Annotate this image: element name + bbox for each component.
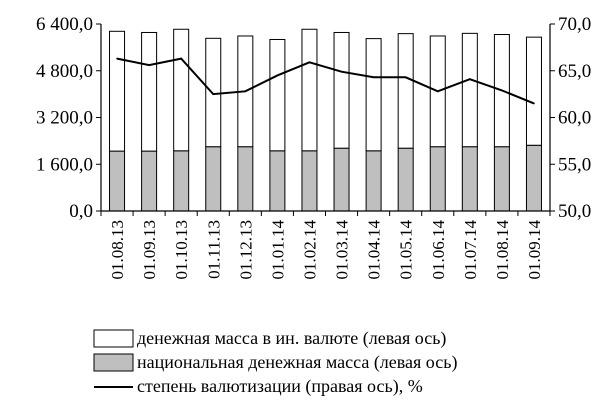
bar-fx-money xyxy=(109,30,126,152)
legend-item-national-money: национальная денежная масса (левая ось) xyxy=(93,352,457,373)
legend-swatch-fx-money xyxy=(93,329,134,348)
bar-national-money xyxy=(141,150,158,212)
bar-national-money xyxy=(525,144,542,212)
plot-area: 0,0 1 600,0 3 200,0 4 800,0 6 400,0 50,0 55,0 6… xyxy=(36,14,591,280)
bar-fx-money xyxy=(173,28,190,152)
bar-national-money xyxy=(109,150,126,212)
legend-label-fx-money: денежная масса в ин. валюте (левая ось) xyxy=(137,328,446,349)
right-tick-label: 55,0 xyxy=(558,154,591,175)
x-tick-label: 01.10.13 xyxy=(172,220,191,280)
left-tick-label: 6 400,0 xyxy=(36,14,93,35)
right-tick-label: 65,0 xyxy=(558,61,591,82)
dollarization-point xyxy=(501,89,503,92)
bar-fx-money xyxy=(269,38,286,152)
x-tick-label: 01.08.13 xyxy=(108,220,127,280)
dollarization-point xyxy=(469,78,471,80)
bar-national-money xyxy=(205,146,222,212)
dollarization-point xyxy=(533,102,535,105)
bar-national-money xyxy=(429,146,446,212)
dollarization-point xyxy=(212,93,215,95)
x-tick-label: 01.08.14 xyxy=(493,219,512,279)
right-tick-label: 60,0 xyxy=(558,108,591,129)
dollarization-point xyxy=(244,90,247,93)
legend-label-dollarization: степень валютизации (правая ось), % xyxy=(137,376,423,397)
left-tick-label: 1 600,0 xyxy=(36,154,93,175)
legend-item-dollarization: степень валютизации (правая ось), % xyxy=(94,376,423,397)
bar-fx-money xyxy=(333,31,350,149)
legend-item-fx-money: денежная масса в ин. валюте (левая ось) xyxy=(93,328,446,349)
bar-fx-money xyxy=(205,37,222,148)
dollarization-point xyxy=(276,74,279,77)
dollarization-point xyxy=(436,90,439,93)
x-tick-label: 01.07.14 xyxy=(461,219,480,279)
bar-national-money xyxy=(237,146,254,212)
bar-national-money xyxy=(461,146,478,212)
bar-national-money xyxy=(173,150,190,212)
x-tick-label: 01.05.14 xyxy=(397,220,416,280)
x-tick-label: 01.11.13 xyxy=(204,220,223,279)
right-tick-label: 70,0 xyxy=(558,14,591,35)
dollarization-point xyxy=(180,57,182,60)
bar-fx-money xyxy=(397,33,414,149)
right-tick-label: 50,0 xyxy=(558,201,591,222)
left-tick-label: 4 800,0 xyxy=(36,61,93,82)
x-tick-label: 01.02.14 xyxy=(300,220,319,280)
bar-national-money xyxy=(493,146,510,212)
bar-fx-money xyxy=(365,38,382,152)
bar-fx-money xyxy=(461,32,478,148)
legend-label-national-money: национальная денежная масса (левая ось) xyxy=(137,352,457,373)
bar-national-money xyxy=(365,150,382,212)
dollarization-point xyxy=(340,70,343,73)
legend: денежная масса в ин. валюте (левая ось) … xyxy=(93,328,457,397)
bar-national-money xyxy=(301,150,318,212)
dollarization-point xyxy=(148,64,150,66)
x-tick-label: 01.12.13 xyxy=(236,220,255,280)
x-tick-label: 01.01.14 xyxy=(268,220,287,280)
x-tick-label: 01.06.14 xyxy=(429,220,448,280)
legend-swatch-national-money xyxy=(93,353,134,372)
bar-national-money xyxy=(333,147,350,212)
x-tick-label: 01.09.13 xyxy=(140,220,159,280)
dollarization-line xyxy=(116,57,535,105)
x-tick-label: 01.09.14 xyxy=(525,220,544,280)
x-tick-label: 01.04.14 xyxy=(365,220,384,280)
dollarization-point xyxy=(404,76,407,79)
bar-fx-money xyxy=(301,28,318,152)
x-tick-label: 01.03.14 xyxy=(333,220,352,280)
left-tick-label: 3 200,0 xyxy=(36,108,93,129)
dollarization-point xyxy=(372,76,375,79)
bar-fx-money xyxy=(525,36,542,146)
bar-fx-money xyxy=(141,31,158,152)
left-tick-label: 0,0 xyxy=(69,201,93,222)
dollarization-point xyxy=(116,57,118,60)
dollarization-point xyxy=(308,61,311,64)
bar-national-money xyxy=(397,147,414,212)
bar-national-money xyxy=(269,150,286,212)
